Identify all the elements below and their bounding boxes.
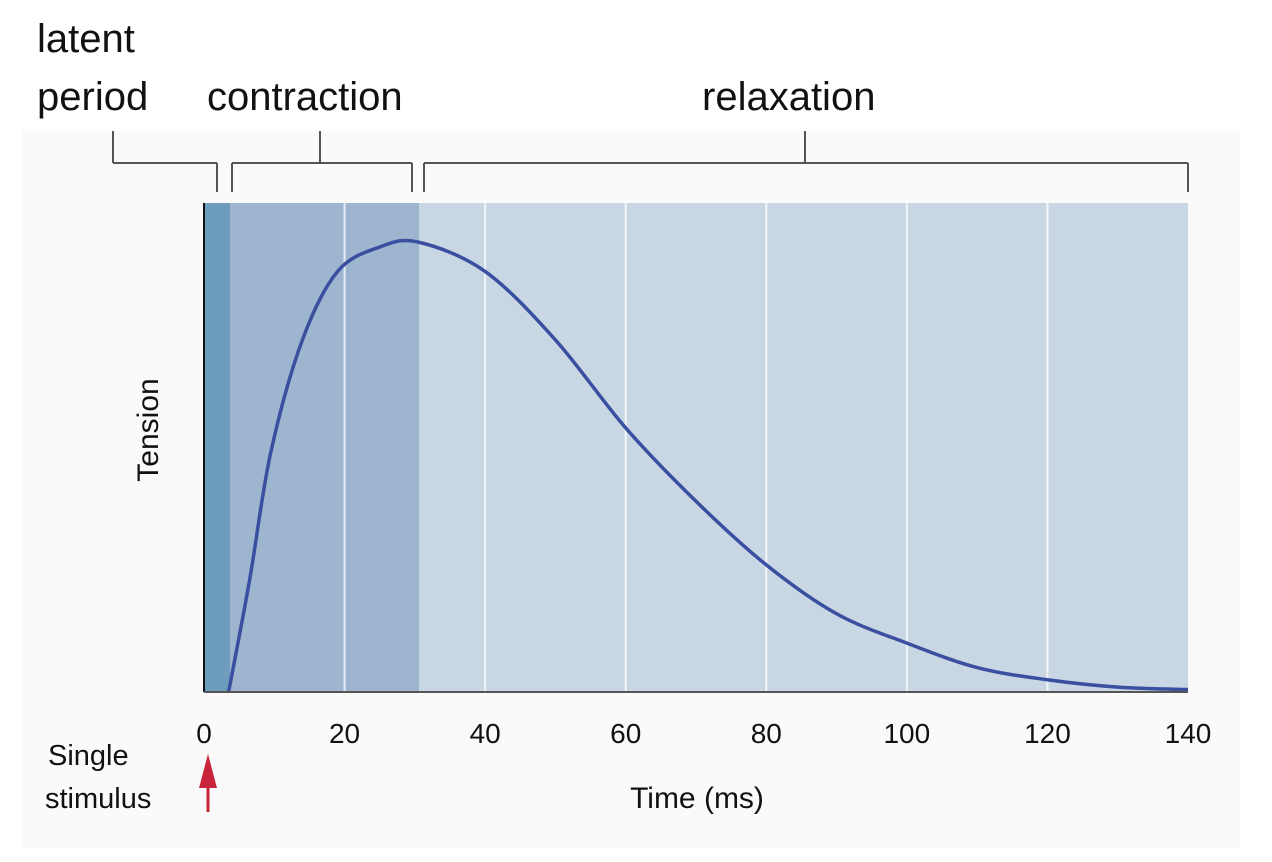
stimulus-label-line2: stimulus	[45, 783, 151, 815]
phase-label: latent	[37, 17, 135, 61]
x-tick-label: 100	[883, 718, 930, 749]
x-tick-label: 120	[1024, 718, 1071, 749]
x-tick-label: 40	[470, 718, 501, 749]
x-axis-label: Time (ms)	[630, 782, 764, 815]
x-tick-label: 60	[610, 718, 641, 749]
stimulus-label-line1: Single	[48, 740, 129, 772]
y-axis-label: Tension	[132, 378, 165, 481]
x-tick-label: 20	[329, 718, 360, 749]
tension-curve	[226, 238, 1189, 693]
x-tick-label: 0	[196, 718, 212, 749]
phase-label: contraction	[207, 75, 403, 119]
phase-label: relaxation	[702, 75, 875, 119]
phase-label: period	[37, 75, 148, 119]
phase-band-1	[230, 203, 420, 692]
x-tick-label: 80	[751, 718, 782, 749]
stimulus-arrow-icon	[199, 754, 217, 812]
phase-band-2	[419, 203, 1188, 692]
phase-bracket-0	[112, 131, 218, 192]
phase-band-0	[204, 203, 231, 692]
phase-bracket-1	[231, 131, 413, 192]
x-tick-label: 140	[1165, 718, 1212, 749]
phase-bracket-2	[423, 131, 1189, 192]
